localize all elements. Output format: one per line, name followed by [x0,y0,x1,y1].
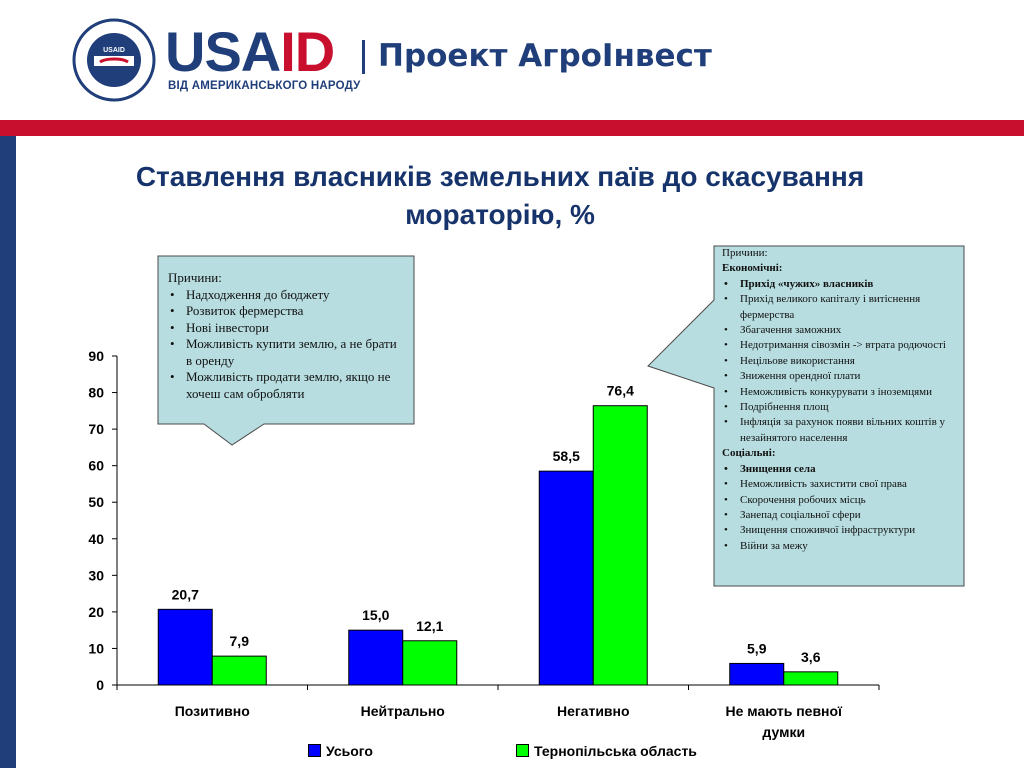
callout-left-list: Надходження до бюджету Розвиток фермерст… [158,287,414,403]
y-tick-label: 80 [88,385,104,401]
project-name: Проект АгроІнвест [378,38,712,74]
bar-total [348,629,404,686]
y-tick-label: 0 [96,677,104,693]
x-category-label: Нейтрально [361,703,445,719]
callout-right-section-social: Соціальні: [722,447,776,460]
x-category-label: Негативно [557,703,630,719]
left-band [0,136,16,768]
y-tick-label: 90 [88,348,104,364]
list-item: Прихід великого капіталу і витіснення фе… [722,292,958,323]
bar-total [729,662,785,686]
y-tick-label: 60 [88,458,104,474]
y-tick-label: 50 [88,494,104,510]
x-category-label: думки [762,724,805,740]
legend-label-ternopil: Тернопільська область [534,743,697,759]
callout-right-heading: Причини: [722,247,768,259]
list-item: Можливість купити землю, а не брати в ор… [168,336,406,369]
list-item: Надходження до бюджету [168,287,406,304]
usaid-wordmark: USAID [165,24,335,80]
x-category-label: Позитивно [175,703,250,719]
list-item: Знищення села [722,462,958,478]
list-item: Неможливість захистити свої права [722,477,958,493]
list-item: Прихід «чужих» власників [722,277,958,293]
callout-right: Причини: Економічні: Прихід «чужих» влас… [714,246,964,586]
y-tick-label: 40 [88,531,104,547]
callout-right-social-list: Знищення села Неможливість захистити сво… [722,462,958,555]
bar-ternopil [211,655,267,686]
callout-right-section-economic: Економічні: [722,262,783,275]
legend-swatch-ternopil [516,744,529,757]
bar-value-label: 20,7 [172,586,199,602]
callout-left: Причини: Надходження до бюджету Розвиток… [158,256,414,424]
legend-item-ternopil: Тернопільська область [516,743,697,759]
list-item: Подрібнення площ [722,400,958,416]
bar-ternopil [592,405,648,686]
list-item: Скорочення робочих місць [722,493,958,509]
x-category-label: Не мають певної [726,703,844,719]
usaid-seal-logo: USAID [72,18,156,102]
header: USAID USAID ВІД АМЕРИКАНСЬКОГО НАРОДУ Пр… [0,0,1024,122]
bar-ternopil [402,640,458,686]
list-item: Нові інвестори [168,320,406,337]
bar-value-label: 58,5 [553,448,580,464]
legend-label-total: Усього [326,743,373,759]
list-item: Занепад соціальної сфери [722,508,958,524]
list-item: Нецільове використання [722,354,958,370]
bar-total [157,608,213,686]
list-item: Неможливість конкурувати з іноземцями [722,385,958,401]
bar-value-label: 3,6 [801,649,821,665]
chart-title: Ставлення власників земельних паїв до ск… [135,161,865,230]
list-item: Інфляція за рахунок появи вільних коштів… [722,415,958,446]
bar-value-label: 7,9 [230,633,250,649]
usaid-wordmark-left: USA [165,20,281,83]
list-item: Збагачення заможних [722,323,958,339]
bar-ternopil [783,671,839,686]
callout-right-economic-list: Прихід «чужих» власників Прихід великого… [722,277,958,446]
list-item: Війни за межу [722,539,958,555]
list-item: Розвиток фермерства [168,303,406,320]
y-tick-label: 20 [88,604,104,620]
header-divider [362,40,365,74]
bar-value-label: 5,9 [747,640,767,656]
bar-total [538,470,594,686]
bar-value-label: 76,4 [607,383,634,399]
bar-value-label: 12,1 [416,618,443,634]
red-band [0,120,1024,136]
legend-item-total: Усього [308,743,373,759]
y-tick-label: 10 [88,640,104,656]
callout-left-heading: Причини: [168,270,222,285]
seal-label: USAID [103,47,125,54]
y-tick-label: 70 [88,421,104,437]
list-item: Можливість продати землю, якщо не хочеш … [168,369,406,402]
y-tick-label: 30 [88,567,104,583]
list-item: Недотримання сівозмін -> втрата родючост… [722,338,958,354]
usaid-tagline: ВІД АМЕРИКАНСЬКОГО НАРОДУ [168,80,361,92]
bar-value-label: 15,0 [362,607,389,623]
legend-swatch-total [308,744,321,757]
list-item: Знищення споживчої інфраструктури [722,523,958,539]
list-item: Зниження орендної плати [722,369,958,385]
usaid-wordmark-right: ID [280,20,335,83]
